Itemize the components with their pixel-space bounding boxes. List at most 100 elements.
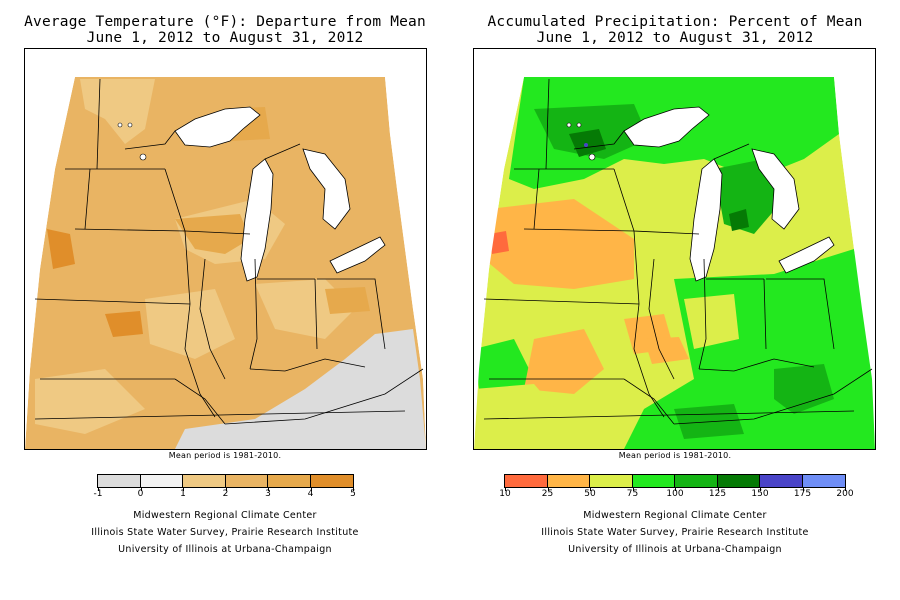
lake-huron (302, 148, 351, 230)
temperature-patch-dark (175, 214, 250, 254)
precipitation-panel: Accumulated Precipitation: Percent of Me… (450, 0, 900, 600)
lake-dot (588, 153, 596, 161)
precipitation-legend-tick (802, 487, 804, 491)
precipitation-legend-tick (675, 487, 676, 491)
temperature-legend-tick (225, 487, 227, 491)
credit-uiuc: University of Illinois at Urbana-Champai… (118, 544, 332, 555)
temperature-panel: Average Temperature (°F): Departure from… (24, 14, 427, 555)
lake-michigan (689, 158, 723, 282)
temperature-date-range: June 1, 2012 to August 31, 2012 (86, 30, 364, 46)
precipitation-legend-swatch (675, 475, 718, 487)
lake-superior (174, 106, 261, 148)
precipitation-patch-lime (474, 384, 564, 434)
temperature-patch-dark (325, 287, 370, 314)
lake-dot (576, 122, 582, 128)
lake-dot (139, 153, 147, 161)
temperature-legend-tick (140, 487, 142, 491)
precipitation-legend-swatch (505, 475, 548, 487)
precipitation-legend-swatch (547, 475, 590, 487)
precipitation-date-range: June 1, 2012 to August 31, 2012 (536, 30, 814, 46)
temperature-patch-dark (47, 229, 75, 269)
temperature-legend-tick (310, 487, 312, 491)
precipitation-legend-tick-label: 175 (793, 489, 812, 499)
precipitation-legend-tick-label: 50 (584, 489, 596, 499)
precipitation-patch-deepgreen (569, 129, 606, 157)
temperature-legend-swatch (98, 475, 141, 487)
temperature-legend-tick (353, 487, 354, 491)
precipitation-legend-swatch (590, 475, 633, 487)
precipitation-mean-note: Mean period is 1981-2010. (618, 451, 732, 460)
precipitation-legend-tick-label: 25 (541, 489, 554, 499)
precipitation-legend-tick-label: 10 (499, 489, 511, 499)
credit-mrcc: Midwestern Regional Climate Center (133, 510, 317, 521)
blue-spot (584, 143, 588, 147)
lake-michigan (240, 158, 274, 282)
lake-huron (751, 148, 800, 230)
temperature-legend-swatch (183, 475, 226, 487)
precipitation-legend-swatch (802, 475, 845, 487)
temperature-legend-tick (183, 487, 184, 491)
temperature-legend-tick (98, 487, 99, 491)
precipitation-legend-swatch (760, 475, 803, 487)
temperature-legend-tick-label: 1 (180, 489, 186, 499)
temperature-map-svg (25, 49, 426, 449)
temperature-patch-light (80, 79, 155, 144)
lake-erie (329, 236, 386, 274)
temperature-legend-swatch (140, 475, 183, 487)
precipitation-legend-tick (717, 487, 719, 491)
lake-dot (117, 122, 123, 128)
precipitation-legend (504, 474, 846, 488)
temperature-mean-note: Mean period is 1981-2010. (168, 451, 282, 460)
precipitation-legend-tick-label: 125 (708, 489, 727, 499)
lake-superior (623, 106, 710, 148)
precipitation-patch-lime (684, 294, 739, 349)
precipitation-patch-red (489, 231, 509, 254)
precipitation-patch-orange (644, 337, 689, 364)
credit-isws: Illinois State Water Survey, Prairie Res… (541, 527, 809, 538)
temperature-legend-swatch (225, 475, 268, 487)
lake-dot (566, 122, 572, 128)
map-outside (474, 49, 875, 449)
state-borders (483, 78, 873, 425)
credit-mrcc: Midwestern Regional Climate Center (583, 510, 767, 521)
state-borders (34, 78, 424, 425)
precipitation-legend-tick (547, 487, 549, 491)
precipitation-legend-tick-label: 200 (836, 489, 854, 499)
precipitation-legend-tick (760, 487, 761, 491)
precipitation-legend-tick (590, 487, 591, 491)
temperature-title: Average Temperature (°F): Departure from… (24, 14, 426, 30)
temperature-legend-tick-label: 4 (307, 489, 314, 499)
precipitation-legend-swatch (717, 475, 760, 487)
precipitation-legend-tick (505, 487, 506, 491)
precipitation-legend-tick-label: 75 (626, 489, 639, 499)
precipitation-legend-tick-label: 150 (751, 489, 769, 499)
temperature-legend-tick (268, 487, 269, 491)
lake-dot (127, 122, 133, 128)
precipitation-patch-darkgreen (774, 364, 834, 414)
precipitation-legend-tick (632, 487, 634, 491)
temperature-legend-swatch (310, 475, 353, 487)
precipitation-map-svg (474, 49, 875, 449)
precipitation-patch-deepgreen (729, 209, 749, 231)
precipitation-legend-tick-label: 100 (666, 489, 684, 499)
precipitation-map (473, 48, 876, 450)
temperature-legend-tick-label: 3 (265, 489, 271, 499)
temperature-legend-swatch (268, 475, 311, 487)
temperature-patch-grey (175, 329, 426, 449)
temperature-map (24, 48, 427, 450)
temperature-legend-tick-label: -1 (93, 489, 103, 499)
temperature-patch-dark (105, 311, 143, 337)
precipitation-patch-orange (484, 199, 634, 289)
lake-erie (778, 236, 835, 274)
precipitation-patch-orange (524, 329, 604, 394)
map-outside (25, 49, 426, 449)
temperature-patch-light (35, 369, 145, 434)
precipitation-legend-tick (845, 487, 846, 491)
temperature-legend-tick-label: 5 (350, 489, 356, 499)
precipitation-title: Accumulated Precipitation: Percent of Me… (487, 14, 863, 30)
temperature-legend-tick-label: 0 (137, 489, 144, 499)
temperature-patch-light (145, 289, 235, 359)
credit-isws: Illinois State Water Survey, Prairie Res… (91, 527, 359, 538)
credit-uiuc: University of Illinois at Urbana-Champai… (568, 544, 782, 555)
temperature-legend-tick-label: 2 (222, 489, 229, 499)
